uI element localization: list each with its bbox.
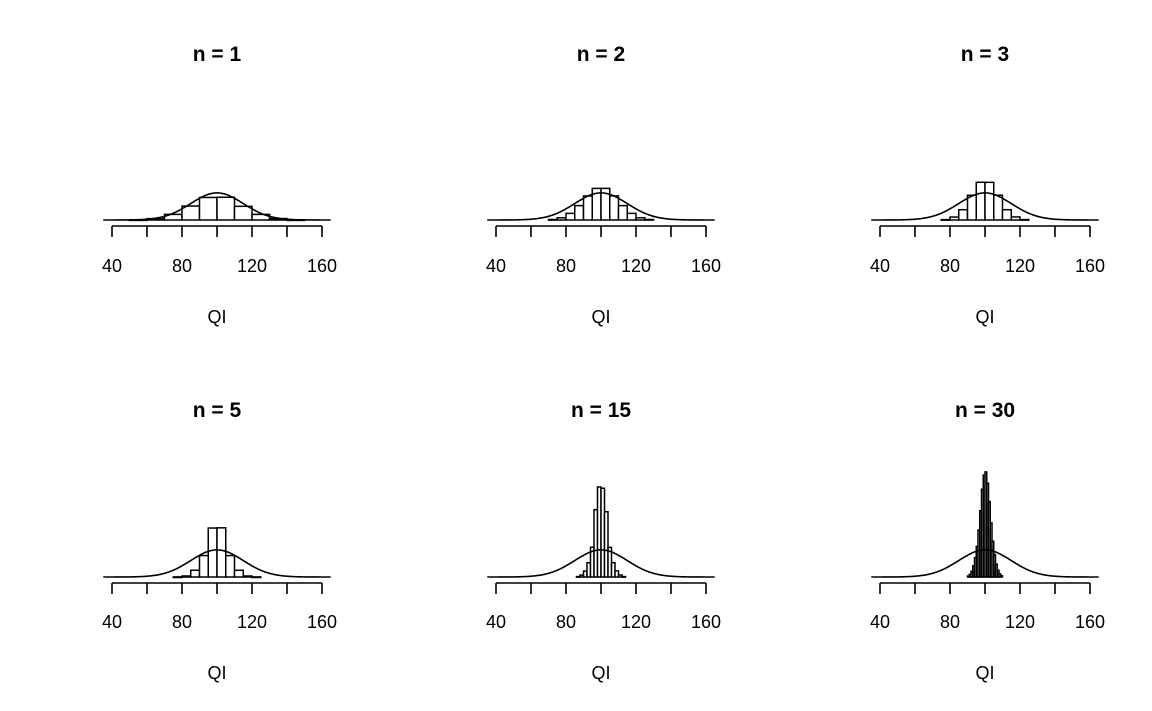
histogram-bar [1010, 216, 1021, 221]
normal-density-curve [871, 549, 1099, 578]
histogram-bar [617, 204, 628, 221]
x-tick-label: 120 [621, 612, 651, 632]
normal-density-curve [103, 192, 331, 221]
histogram-bar [635, 217, 646, 221]
x-tick-label: 40 [870, 612, 890, 632]
histogram-bar [984, 181, 995, 221]
histogram-bar [233, 205, 253, 221]
panel-title: n = 5 [193, 399, 242, 422]
x-tick-label: 160 [307, 256, 337, 276]
histogram-bar [966, 194, 977, 221]
x-tick-label: 40 [870, 256, 890, 276]
x-tick-label: 40 [102, 612, 122, 632]
histogram-bar [181, 575, 192, 578]
normal-density-curve [487, 549, 715, 578]
histogram-bar [610, 561, 616, 578]
x-tick-label: 80 [940, 256, 960, 276]
histogram-bar [582, 195, 593, 221]
histogram-panel-4: n = 5 40 80 120 160 QI [102, 399, 337, 683]
histogram-bar [621, 575, 627, 578]
histogram-bar [198, 554, 209, 578]
histogram-bar [233, 569, 244, 578]
histogram-panel-3: n = 3 40 80 120 160 QI [870, 43, 1105, 327]
x-tick-label: 120 [1005, 612, 1035, 632]
panel-title: n = 1 [193, 43, 242, 66]
histogram-bar [216, 196, 236, 221]
x-tick-label: 80 [172, 256, 192, 276]
x-tick-label: 80 [172, 612, 192, 632]
normal-density-curve [487, 192, 715, 221]
histogram-bar [949, 216, 960, 221]
x-axis-label: QI [975, 307, 994, 327]
x-tick-label: 120 [621, 256, 651, 276]
histogram-bar [1001, 208, 1012, 221]
x-axis-label: QI [975, 663, 994, 683]
histogram-bar [172, 576, 183, 579]
histogram-bar [1000, 575, 1004, 578]
histogram-bar [958, 208, 969, 221]
histogram-panel-6: n = 30 40 80 120 160 QI [870, 399, 1105, 683]
x-tick-label: 160 [1075, 256, 1105, 276]
histogram-bar [603, 510, 609, 578]
histogram-bar [225, 554, 236, 578]
x-tick-label: 160 [691, 256, 721, 276]
histogram-panel-5: n = 15 40 80 120 160 QI [486, 399, 721, 683]
histogram-bar [198, 196, 218, 221]
x-axis-label: QI [591, 663, 610, 683]
x-axis-label: QI [207, 307, 226, 327]
panel-title: n = 15 [571, 399, 631, 422]
histogram-bar [190, 569, 201, 578]
x-tick-label: 120 [237, 612, 267, 632]
panel-title: n = 3 [961, 43, 1009, 66]
x-tick-label: 80 [940, 612, 960, 632]
histogram-bar [626, 212, 637, 221]
histogram-bar [993, 194, 1004, 221]
histogram-bar [614, 570, 620, 578]
histogram-panel-1: n = 1 40 80 120 160 QI [102, 43, 337, 327]
x-axis-label: QI [591, 307, 610, 327]
x-axis-label: QI [207, 663, 226, 683]
x-tick-label: 40 [102, 256, 122, 276]
histogram-bar [242, 575, 253, 578]
x-tick-label: 80 [556, 612, 576, 632]
histogram-bar [644, 218, 655, 221]
x-tick-label: 40 [486, 256, 506, 276]
panel-title: n = 30 [955, 399, 1015, 422]
histogram-bar [547, 218, 558, 221]
histogram-bar [251, 213, 271, 221]
histogram-bar [940, 218, 951, 221]
histogram-bar [216, 527, 227, 578]
histogram-bar [1019, 218, 1030, 221]
panel-title: n = 2 [577, 43, 625, 66]
histogram-bar [574, 204, 585, 221]
normal-density-curve [871, 192, 1099, 221]
x-tick-label: 160 [307, 612, 337, 632]
histogram-bar [556, 217, 567, 221]
x-tick-label: 160 [691, 612, 721, 632]
histogram-bar [207, 527, 218, 578]
x-tick-label: 120 [1005, 256, 1035, 276]
x-tick-label: 120 [237, 256, 267, 276]
x-tick-label: 80 [556, 256, 576, 276]
histogram-bar [609, 195, 620, 221]
x-tick-label: 40 [486, 612, 506, 632]
histogram-bar [565, 212, 576, 221]
histogram-bar [251, 576, 262, 579]
histogram-panel-2: n = 2 40 80 120 160 QI [486, 43, 721, 327]
histogram-bar [975, 181, 986, 221]
normal-density-curve [103, 549, 331, 578]
x-tick-label: 160 [1075, 612, 1105, 632]
